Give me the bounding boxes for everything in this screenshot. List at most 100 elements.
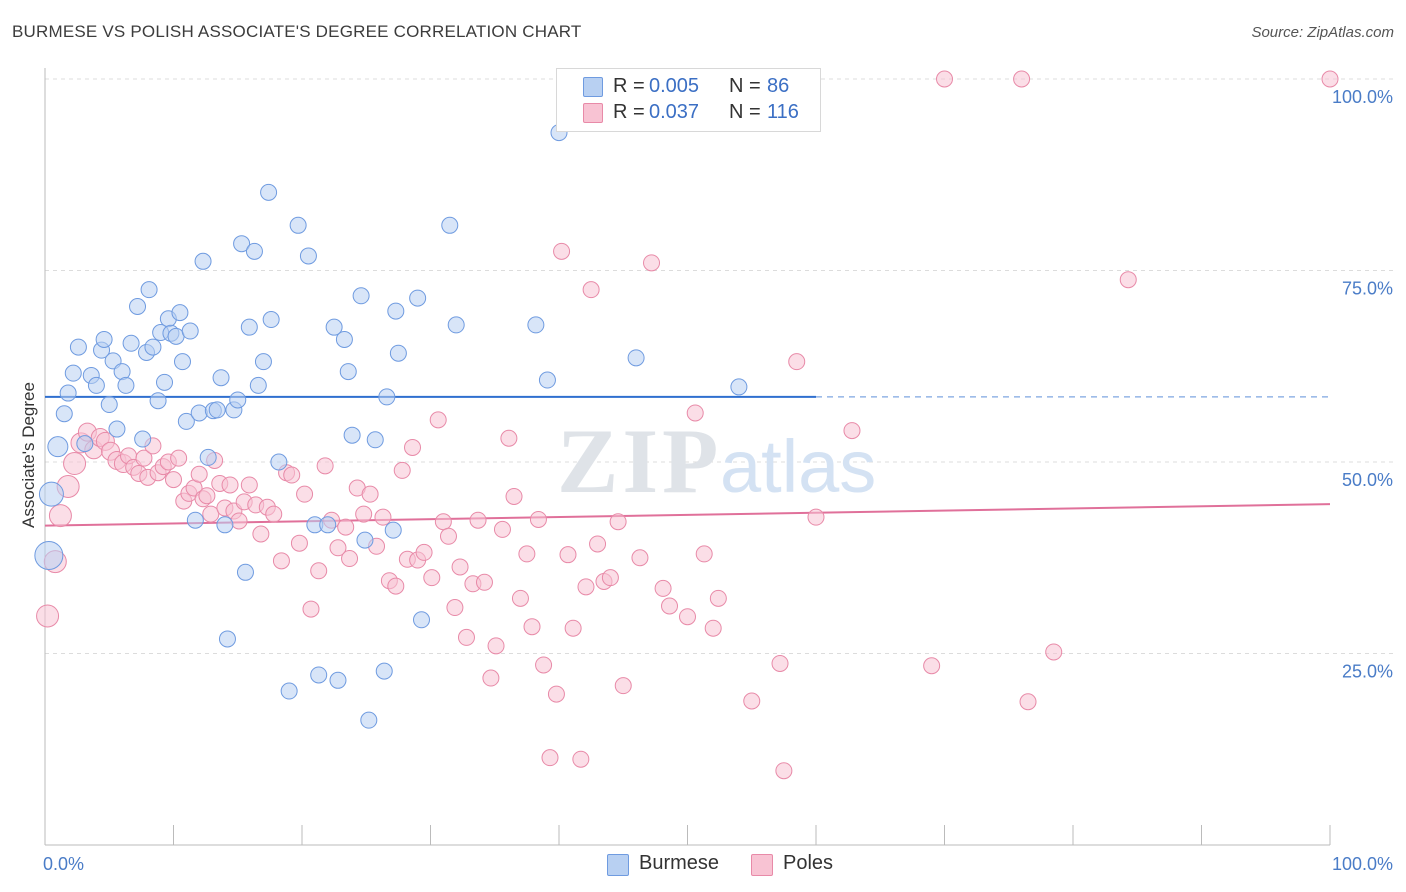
- legend-swatch-poles: [583, 103, 603, 123]
- burmese-point: [69, 338, 87, 356]
- burmese-point: [34, 540, 64, 570]
- burmese-point: [64, 364, 82, 382]
- poles-point: [316, 457, 334, 475]
- burmese-point: [38, 481, 64, 507]
- poles-point: [135, 449, 153, 467]
- burmese-points: [34, 124, 748, 729]
- poles-point: [230, 512, 248, 530]
- poles-point: [631, 549, 649, 567]
- burmese-point: [117, 376, 135, 394]
- poles-point: [601, 569, 619, 587]
- poles-point: [511, 589, 529, 607]
- poles-point: [361, 485, 379, 503]
- burmese-point: [413, 611, 431, 629]
- legend-n-value: 86: [767, 75, 790, 97]
- burmese-point: [149, 392, 167, 410]
- burmese-point: [627, 349, 645, 367]
- poles-point: [518, 545, 536, 563]
- poles-point: [500, 429, 518, 447]
- poles-point: [541, 749, 559, 767]
- burmese-point: [329, 671, 347, 689]
- burmese-point: [95, 330, 113, 348]
- burmese-point: [325, 318, 343, 336]
- legend-n-value: 116: [767, 101, 799, 123]
- poles-point: [614, 677, 632, 695]
- poles-point: [788, 353, 806, 371]
- poles-point: [374, 508, 392, 526]
- poles-point: [589, 535, 607, 553]
- poles-point: [572, 750, 590, 768]
- poles-point: [654, 579, 672, 597]
- y-tick-label: 50.0%: [1342, 470, 1393, 490]
- legend-n-label: N =: [729, 75, 761, 97]
- poles-point: [535, 656, 553, 674]
- poles-point: [434, 513, 452, 531]
- poles-point: [415, 543, 433, 561]
- burmese-point: [249, 376, 267, 394]
- burmese-point: [409, 289, 427, 307]
- burmese-point: [254, 353, 272, 371]
- poles-point: [387, 577, 405, 595]
- poles-point: [190, 465, 208, 483]
- burmese-point: [299, 247, 317, 265]
- poles-point: [170, 449, 188, 467]
- poles-point: [265, 505, 283, 523]
- y-tick-label: 75.0%: [1342, 279, 1393, 299]
- poles-point: [310, 562, 328, 580]
- poles-point: [1045, 643, 1063, 661]
- burmese-point: [208, 401, 226, 419]
- burmese-point: [194, 252, 212, 270]
- burmese-point: [55, 405, 73, 423]
- source-label: Source: ZipAtlas.com: [1251, 24, 1394, 41]
- burmese-point: [260, 183, 278, 201]
- burmese-point: [352, 287, 370, 305]
- poles-point: [1321, 70, 1339, 88]
- y-axis-label: Associate's Degree: [19, 382, 38, 528]
- legend-r-label: R =: [613, 101, 645, 123]
- burmese-point: [527, 316, 545, 334]
- burmese-point: [186, 511, 204, 529]
- poles-point: [686, 404, 704, 422]
- burmese-point: [538, 371, 556, 389]
- poles-point: [439, 527, 457, 545]
- poles-point: [1119, 271, 1137, 289]
- burmese-point: [229, 391, 247, 409]
- axes: [44, 68, 1331, 846]
- burmese-point: [360, 711, 378, 729]
- poles-point: [63, 452, 87, 476]
- legend-swatch-burmese: [607, 854, 629, 876]
- correlation-legend: R = 0.005 N = 86 R = 0.037 N = 116: [556, 68, 821, 132]
- burmese-point: [218, 630, 236, 648]
- poles-point: [198, 487, 216, 505]
- poles-point: [341, 550, 359, 568]
- x-tick-label: 100.0%: [1332, 854, 1393, 874]
- poles-point: [743, 692, 761, 710]
- legend-swatch-poles: [751, 854, 773, 876]
- poles-point: [505, 487, 523, 505]
- poles-point: [661, 597, 679, 615]
- poles-point: [487, 637, 505, 655]
- x-tick-label: 0.0%: [43, 854, 84, 874]
- poles-point: [553, 242, 571, 260]
- burmese-point: [59, 384, 77, 402]
- burmese-point: [233, 235, 251, 253]
- trend-lines: [44, 395, 1331, 527]
- poles-point: [202, 505, 220, 523]
- poles-point: [609, 513, 627, 531]
- poles-point: [923, 657, 941, 675]
- poles-point: [695, 545, 713, 563]
- burmese-point: [122, 334, 140, 352]
- burmese-point: [216, 516, 234, 534]
- poles-trend-line: [44, 503, 1331, 527]
- burmese-point: [387, 302, 405, 320]
- burmese-point: [441, 216, 459, 234]
- burmese-point: [87, 376, 105, 394]
- poles-point: [679, 608, 696, 626]
- poles-point: [337, 518, 355, 536]
- poles-point: [423, 569, 441, 587]
- poles-point: [457, 628, 475, 646]
- poles-point: [643, 254, 661, 272]
- poles-point: [529, 510, 547, 528]
- legend-label-poles: Poles: [783, 852, 834, 874]
- legend-r-value: 0.037: [649, 101, 700, 123]
